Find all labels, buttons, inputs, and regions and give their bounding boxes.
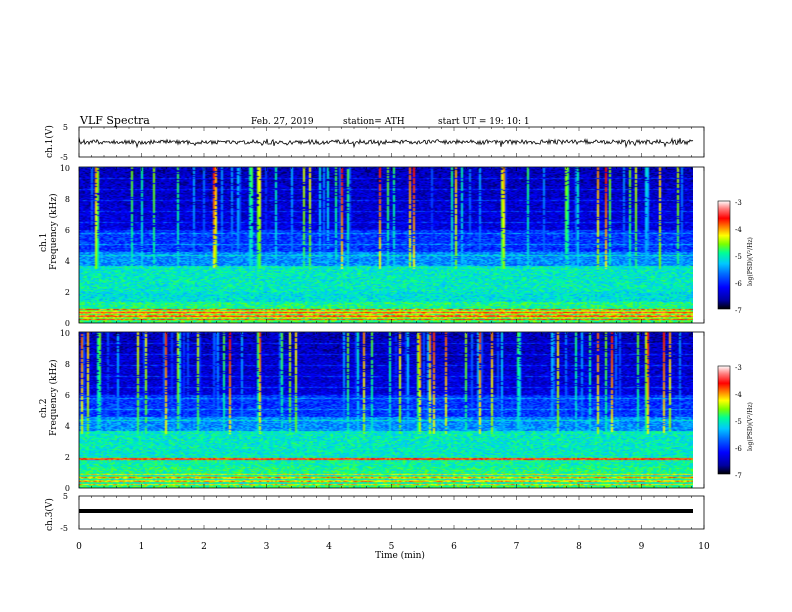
- ch2-ytick-10: 10: [60, 329, 70, 338]
- xtick-3: 3: [264, 542, 270, 552]
- ch1-ytick-4: 4: [65, 257, 70, 266]
- figure-title: VLF Spectra: [79, 114, 150, 127]
- ch1-cbar-tick-4: -4: [735, 226, 742, 234]
- ch3-waveform-trace: [79, 509, 693, 513]
- ch2-spectrogram-image: [79, 332, 693, 488]
- ch1-ytick-6: 6: [65, 226, 70, 235]
- ch2-channel-label: ch.2: [39, 399, 49, 418]
- ch1-frequency-label: Frequency (kHz): [48, 193, 59, 270]
- ch3-ytick-bottom: -5: [60, 524, 68, 533]
- station-label: station= ATH: [343, 117, 405, 127]
- ch1-cbar-tick-7: -7: [735, 307, 742, 315]
- ch1-ytick-0: 0: [65, 319, 70, 328]
- ch1-freq-ticks: 0 2 4 6 8 10: [60, 164, 70, 328]
- ch2-cbar-tick-7: -7: [735, 472, 742, 480]
- ch1-ytick-8: 8: [65, 195, 70, 204]
- ch2-ytick-2: 2: [65, 453, 70, 462]
- ch1-ytick-bottom: -5: [60, 153, 68, 162]
- ch2-ytick-8: 8: [65, 360, 70, 369]
- ch2-frequency-label: Frequency (kHz): [48, 359, 59, 436]
- ch1-cbar-tick-5: -5: [735, 253, 742, 261]
- ch1-cbar-tick-6: -6: [735, 280, 742, 288]
- ch1-ytick-2: 2: [65, 288, 70, 297]
- xtick-6: 6: [451, 542, 457, 552]
- ch2-colorbar: [717, 365, 731, 475]
- ch2-cbar-tick-3: -3: [735, 364, 742, 372]
- ch2-ytick-4: 4: [65, 422, 70, 431]
- ch1-cbar-tick-3: -3: [735, 199, 742, 207]
- ch1-colorbar: [717, 200, 731, 310]
- ch3-waveform-panel: 5 -5 ch.3(V): [44, 492, 705, 533]
- xtick-1: 1: [139, 542, 145, 552]
- xtick-4: 4: [326, 542, 332, 552]
- ch2-cbar-tick-6: -6: [735, 445, 742, 453]
- ch1-waveform-trace: [78, 137, 694, 149]
- start-time-label: start UT = 19: 10: 1: [438, 117, 530, 127]
- ch1-colorbar-label: log(PSD)(V²/Hz): [747, 237, 754, 286]
- ch2-ytick-6: 6: [65, 391, 70, 400]
- ch1-waveform-frame: [78, 126, 705, 158]
- ch1-spectrogram-panel: 0 2 4 6 8 10 ch.1 Frequency (kHz) -3 -4 …: [39, 164, 754, 328]
- xtick-7: 7: [514, 542, 520, 552]
- ch1-ytick-10: 10: [60, 164, 70, 173]
- ch1-channel-label: ch.1: [39, 233, 49, 252]
- date-label: Feb. 27, 2019: [251, 117, 314, 127]
- ch1-ytick-top: 5: [63, 123, 68, 132]
- xtick-10: 10: [698, 542, 710, 552]
- ch1-waveform-panel: 5 -5 ch.1(V): [44, 123, 705, 162]
- time-tick-marks: [78, 127, 705, 529]
- time-axis-ticklabels: 0 1 2 3 4 5 6 7 8 9 10: [76, 542, 710, 552]
- ch2-colorbar-label: log(PSD)(V²/Hz): [747, 402, 754, 451]
- xtick-0: 0: [76, 542, 82, 552]
- ch2-cbar-tick-5: -5: [735, 418, 742, 426]
- ch2-freq-ticks: 0 2 4 6 8 10: [60, 329, 70, 493]
- tick-mark-path: [78, 127, 705, 529]
- ch1-waveform-ylabel: ch.1(V): [44, 125, 55, 158]
- ch2-ytick-0: 0: [65, 484, 70, 493]
- time-axis-label: Time (min): [375, 550, 425, 561]
- ch2-cbar-tick-4: -4: [735, 391, 742, 399]
- ch3-ytick-top: 5: [63, 492, 68, 501]
- ch1-spectrogram-image: [79, 167, 693, 323]
- xtick-5: 5: [389, 542, 395, 552]
- xtick-2: 2: [201, 542, 207, 552]
- xtick-8: 8: [576, 542, 582, 552]
- ch3-waveform-ylabel: ch.3(V): [44, 498, 55, 531]
- xtick-9: 9: [639, 542, 645, 552]
- ch2-spectrogram-panel: 0 2 4 6 8 10 ch.2 Frequency (kHz) -3 -4 …: [39, 329, 754, 493]
